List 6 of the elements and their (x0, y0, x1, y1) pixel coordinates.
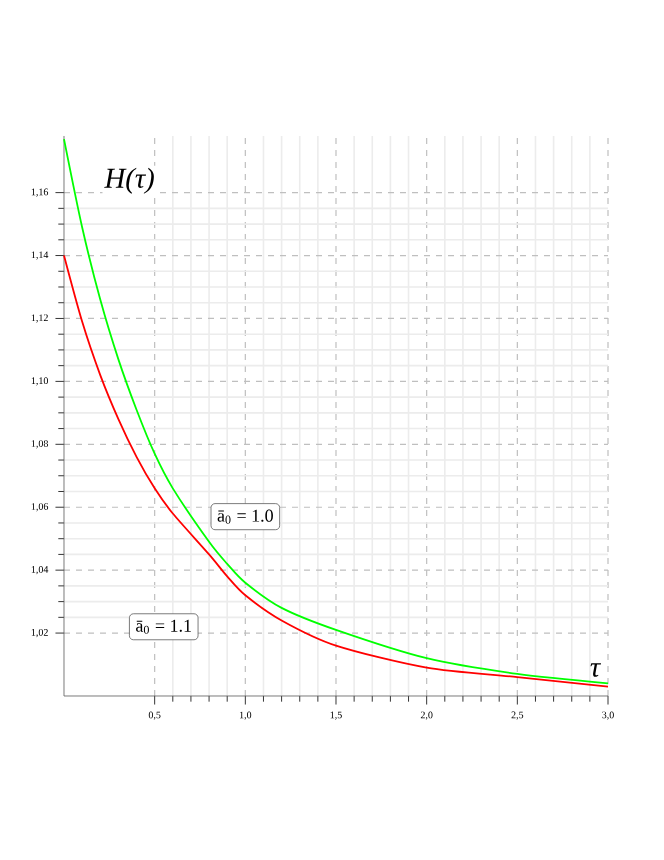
line-series (63, 254, 609, 688)
annotation: ā$_{0}$ = 1.0 (217, 509, 273, 524)
annotation: ā$_{0}$ = 1.1 (136, 619, 191, 634)
line-series (63, 138, 609, 685)
x-axis-title: τ (590, 663, 602, 677)
y-axis-title: H(τ) (104, 167, 154, 194)
